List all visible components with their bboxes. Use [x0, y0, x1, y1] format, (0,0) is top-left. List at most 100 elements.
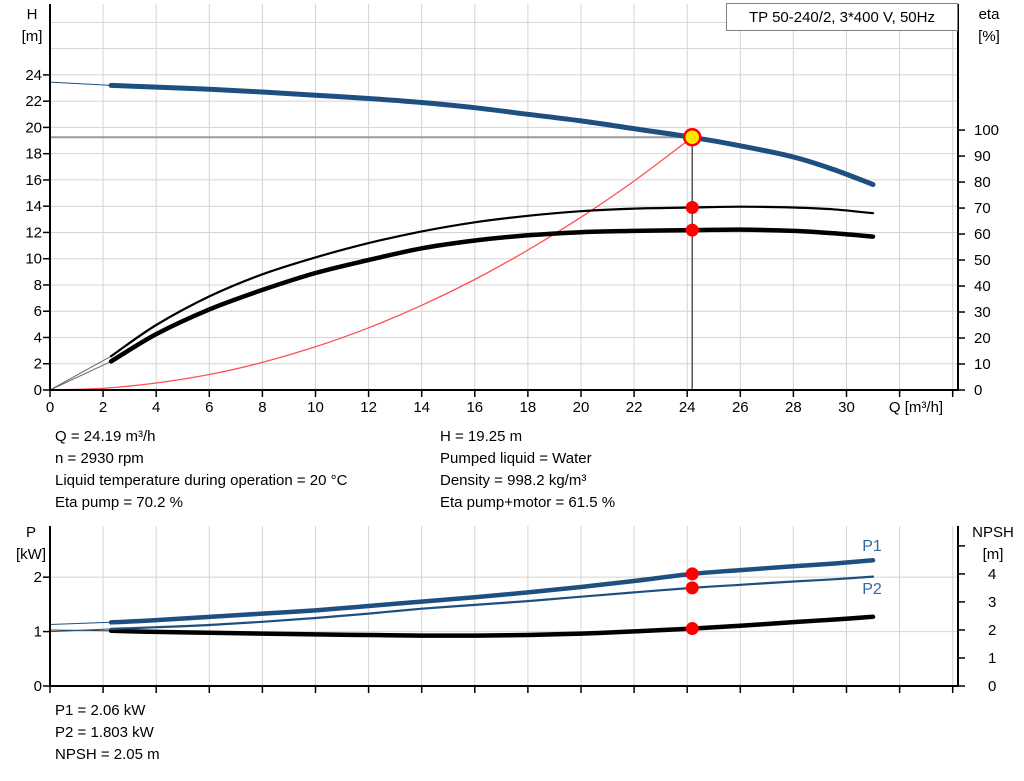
tick-label: 30: [974, 304, 991, 321]
tick-label: 2: [99, 399, 107, 416]
tick-label: 2: [34, 356, 42, 373]
power-axis-unit: P [kW]: [8, 522, 54, 566]
tick-label: 1: [988, 650, 996, 667]
tick-label: 2: [34, 569, 42, 586]
eta-pump-curve: [109, 205, 875, 358]
tick-label: 10: [307, 399, 324, 416]
tick-label: 10: [25, 251, 42, 268]
tick-label: 6: [205, 399, 213, 416]
head-axis-unit-line2: [m]: [21, 28, 43, 45]
npsh-axis-unit: NPSH [m]: [962, 522, 1024, 566]
tick-label: 60: [974, 226, 991, 243]
p2-curve-label: P2: [862, 581, 882, 598]
info-p1: P1 = 2.06 kW: [55, 702, 146, 719]
info-eta-pump-motor: Eta pump+motor = 61.5 %: [440, 494, 616, 511]
info-npsh: NPSH = 2.05 m: [55, 746, 160, 763]
tick-label: 12: [360, 399, 377, 416]
tick-label: 4: [988, 566, 996, 583]
tick-label: 26: [732, 399, 749, 416]
duty-point-marker: [682, 128, 702, 147]
tick-label: 12: [25, 224, 42, 241]
power-axis-unit-line2: [kW]: [16, 546, 46, 563]
info-pumped-liquid: Pumped liquid = Water: [440, 450, 592, 467]
npsh-curve: [108, 614, 876, 638]
tick-label: 0: [34, 382, 42, 399]
tick-label: 24: [679, 399, 696, 416]
tick-label: 1: [34, 624, 42, 641]
p1-point: [685, 567, 699, 581]
tick-label: 80: [974, 174, 991, 191]
tick-label: 8: [34, 277, 42, 294]
qh-eta-chart: 0 2 4 6 8 10 12 14 16 18 20 22 24 26 28 30 Q [m³/h]02468…: [25, 4, 999, 416]
eta-pump-point: [685, 201, 699, 215]
tick-label: 14: [413, 399, 430, 416]
tick-label: 90: [974, 148, 991, 165]
head-curve: [108, 82, 876, 187]
tick-label: 6: [34, 303, 42, 320]
p1-curve-extrapolation: [49, 621, 112, 625]
p2-curve: [109, 575, 875, 630]
info-q: Q = 24.19 m³/h: [55, 428, 156, 445]
eta-pump-motor-point: [685, 223, 699, 237]
eta-axis-unit-line2: [%]: [978, 28, 1000, 45]
head-curve-extrapolation: [49, 81, 112, 86]
tick-label: 22: [626, 399, 643, 416]
info-speed: n = 2930 rpm: [55, 450, 144, 467]
tick-label: 20: [974, 330, 991, 347]
tick-label: 28: [785, 399, 802, 416]
info-density: Density = 998.2 kg/m³: [440, 472, 587, 489]
eta-pump-motor-curve: [108, 227, 876, 364]
tick-label: 24: [25, 67, 42, 84]
tick-label: 4: [152, 399, 160, 416]
info-block-right: H = 19.25 m Pumped liquid = Water Densit…: [440, 426, 615, 514]
tick-label: 22: [25, 93, 42, 110]
pump-title-box: TP 50-240/2, 3*400 V, 50Hz: [726, 3, 958, 31]
system-curve: [49, 136, 693, 391]
tick-label: 3: [988, 594, 996, 611]
tick-label: 20: [25, 119, 42, 136]
tick-label: 18: [25, 146, 42, 163]
info-h: H = 19.25 m: [440, 428, 523, 445]
power-axis-unit-line1: P: [25, 524, 36, 541]
tick-label: 10: [974, 356, 991, 373]
tick-label: 2: [988, 622, 996, 639]
tick-label: 16: [25, 172, 42, 189]
power-npsh-chart: 0 1 2 0 1 2 3 4 P2 P1: [34, 526, 996, 695]
tick-label: 30: [838, 399, 855, 416]
tick-label: 100: [974, 122, 999, 139]
p2-point: [685, 581, 699, 595]
tick-label: 0: [34, 678, 42, 695]
tick-label: 8: [258, 399, 266, 416]
info-p2: P2 = 1.803 kW: [55, 724, 154, 741]
tick-label: 50: [974, 252, 991, 269]
head-axis-unit: H [m]: [10, 4, 54, 48]
tick-label: 40: [974, 278, 991, 295]
p1-curve-label: P1: [862, 538, 882, 555]
eta-pump-curve-extrapolation: [49, 355, 112, 391]
pump-title: TP 50-240/2, 3*400 V, 50Hz: [749, 8, 935, 26]
tick-label: 70: [974, 200, 991, 217]
info-liquid-temperature: Liquid temperature during operation = 20…: [55, 472, 348, 489]
eta-axis-unit: eta [%]: [966, 4, 1012, 48]
p2-curve-extrapolation: [49, 628, 112, 633]
info-eta-pump: Eta pump = 70.2 %: [55, 494, 183, 511]
tick-label: 16: [466, 399, 483, 416]
npsh-axis-unit-line2: [m]: [982, 546, 1004, 563]
tick-label: 18: [520, 399, 537, 416]
tick-label: 4: [34, 329, 42, 346]
eta-pump-motor-curve-extrapolation: [49, 360, 112, 391]
info-block-left: Q = 24.19 m³/h n = 2930 rpm Liquid tempe…: [55, 426, 347, 514]
p1-curve: [108, 558, 876, 625]
npsh-point: [685, 622, 699, 636]
info-block-bottom: P1 = 2.06 kW P2 = 1.803 kW NPSH = 2.05 m: [55, 700, 160, 766]
tick-label: 20: [573, 399, 590, 416]
tick-label: 0: [988, 678, 996, 695]
tick-label: 0: [974, 382, 982, 399]
tick-label: 0: [46, 399, 54, 416]
tick-label: 14: [25, 198, 42, 215]
tick-label: Q [m³/h]: [889, 399, 943, 416]
npsh-axis-unit-line1: NPSH: [972, 524, 1014, 541]
head-axis-unit-line1: H: [26, 6, 38, 23]
